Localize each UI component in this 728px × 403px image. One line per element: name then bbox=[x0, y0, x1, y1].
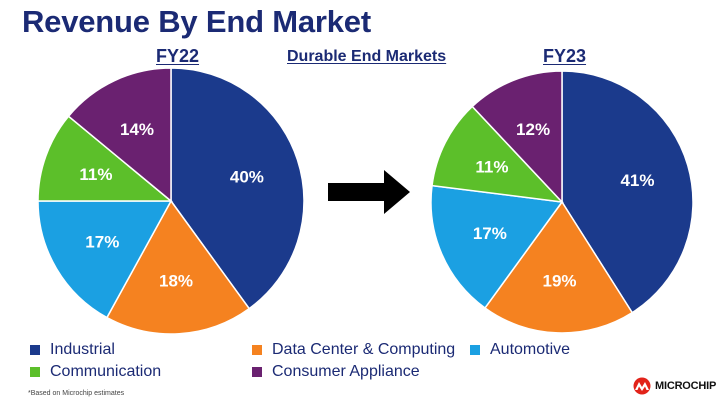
fy22-slice-consumer-appliance bbox=[67, 67, 172, 203]
legend-item-data-center: Data Center & Computing bbox=[252, 341, 455, 359]
fy22-chart-title: FY22 bbox=[156, 46, 200, 66]
fy22-slice-data-center-computing bbox=[105, 199, 251, 335]
legend-label: Data Center & Computing bbox=[272, 341, 456, 358]
fy23-slice-communication bbox=[431, 105, 564, 204]
legend-swatch bbox=[30, 345, 40, 355]
legend-label: Consumer Appliance bbox=[272, 363, 420, 380]
subtitle: Durable End Markets bbox=[287, 48, 447, 65]
fy23-slice-consumer-appliance bbox=[471, 70, 563, 204]
right-arrow-icon bbox=[328, 170, 410, 214]
footnote: *Based on Microchip estimates bbox=[28, 390, 125, 397]
legend-item-consumer-appliance: Consumer Appliance bbox=[252, 363, 420, 381]
legend-label: Communication bbox=[50, 363, 162, 380]
fy23-slice-data-center-computing bbox=[483, 200, 634, 334]
fy22-slice-label: 14% bbox=[120, 120, 154, 139]
fy23-slice-label: 17% bbox=[473, 224, 507, 243]
microchip-logo-icon bbox=[633, 377, 651, 395]
fy22-slice-label: 40% bbox=[230, 167, 264, 186]
fy23-slice-label: 19% bbox=[543, 272, 577, 291]
fy23-slice-industrial bbox=[561, 70, 694, 314]
fy23-slice-label: 41% bbox=[620, 171, 654, 190]
fy22-slice-label: 11% bbox=[79, 165, 112, 184]
logo-text: MICROCHIP bbox=[655, 380, 717, 392]
company-logo: MICROCHIP bbox=[632, 377, 716, 395]
legend-item-automotive: Automotive bbox=[470, 341, 570, 359]
fy22-slice-label: 17% bbox=[85, 233, 119, 252]
legend-item-industrial: Industrial bbox=[30, 341, 115, 359]
legend-swatch bbox=[252, 345, 262, 355]
fy22-pie-chart: 40% 18% 17% 11% 14% bbox=[37, 67, 305, 335]
fy22-slice-communication bbox=[37, 115, 174, 202]
legend-label: Automotive bbox=[490, 341, 571, 358]
fy22-slice-automotive bbox=[37, 200, 173, 319]
fy22-slice-industrial bbox=[170, 67, 305, 310]
fy23-pie-chart: 41% 19% 17% 11% 12% bbox=[430, 70, 694, 334]
fy23-slice-automotive bbox=[430, 184, 564, 310]
fy22-slice-label: 18% bbox=[159, 272, 193, 291]
legend-swatch bbox=[252, 367, 262, 377]
legend-item-communication: Communication bbox=[30, 363, 161, 381]
page-title: Revenue By End Market bbox=[22, 4, 371, 39]
legend-swatch bbox=[470, 345, 480, 355]
legend-label: Industrial bbox=[50, 341, 115, 358]
fy23-slice-label: 12% bbox=[516, 120, 550, 139]
fy23-chart-title: FY23 bbox=[543, 46, 587, 66]
legend-swatch bbox=[30, 367, 40, 377]
legend: Industrial Data Center & Computing Autom… bbox=[0, 338, 728, 384]
fy23-slice-label: 11% bbox=[475, 157, 508, 176]
